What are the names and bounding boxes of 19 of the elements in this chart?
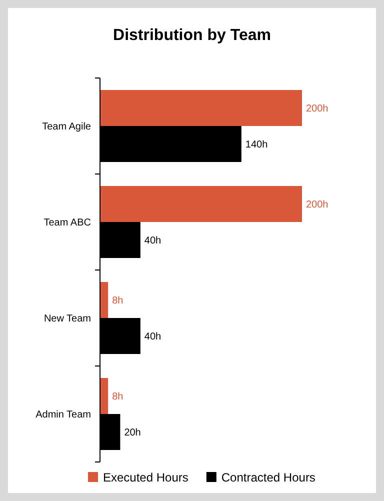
y-tick-label: New Team <box>44 314 91 324</box>
data-label: 140h <box>245 140 268 150</box>
y-tick-label: Team ABC <box>44 218 91 228</box>
y-tick-label: Team Agile <box>42 122 92 132</box>
data-label: 40h <box>144 236 162 246</box>
bar <box>100 90 302 126</box>
data-label: 8h <box>112 296 124 306</box>
data-label: 40h <box>144 332 162 342</box>
data-label: 8h <box>112 392 124 402</box>
chart-title: Distribution by Team <box>113 27 271 44</box>
bar <box>100 378 108 414</box>
legend-label: Contracted Hours <box>221 470 316 485</box>
data-label: 200h <box>306 104 328 114</box>
data-label: 200h <box>306 200 328 210</box>
data-label: 20h <box>124 428 141 438</box>
y-tick-label: Admin Team <box>36 410 91 420</box>
bar <box>100 186 302 222</box>
legend-label: Executed Hours <box>103 470 188 485</box>
bar <box>100 282 108 318</box>
